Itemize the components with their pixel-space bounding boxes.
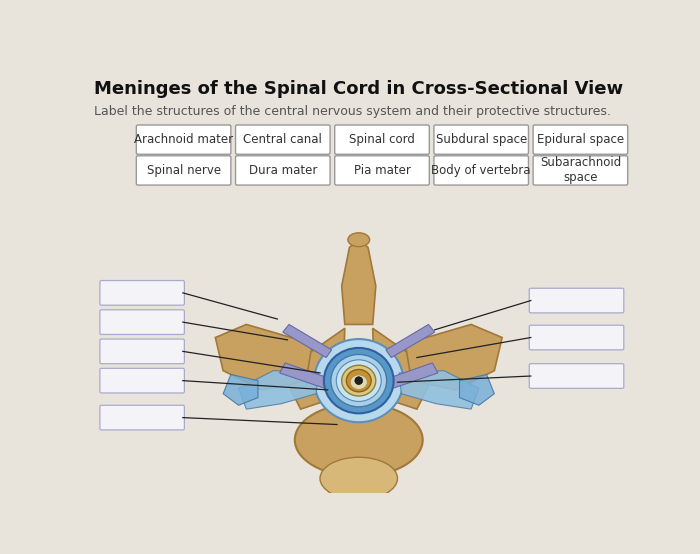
Ellipse shape — [314, 339, 403, 422]
FancyBboxPatch shape — [100, 310, 184, 335]
Polygon shape — [280, 363, 329, 388]
FancyBboxPatch shape — [529, 325, 624, 350]
FancyBboxPatch shape — [100, 368, 184, 393]
Polygon shape — [239, 371, 318, 409]
FancyBboxPatch shape — [235, 156, 330, 185]
Polygon shape — [372, 329, 428, 409]
Ellipse shape — [331, 355, 386, 407]
Text: Label the structures of the central nervous system and their protective structur: Label the structures of the central nerv… — [94, 105, 610, 118]
Ellipse shape — [342, 365, 376, 396]
Text: Body of vertebra: Body of vertebra — [431, 164, 531, 177]
Polygon shape — [283, 325, 332, 357]
Ellipse shape — [336, 360, 382, 402]
Text: Spinal cord: Spinal cord — [349, 133, 415, 146]
FancyBboxPatch shape — [335, 156, 429, 185]
FancyBboxPatch shape — [136, 125, 231, 154]
Polygon shape — [405, 325, 502, 390]
Text: Subdural space: Subdural space — [435, 133, 527, 146]
FancyBboxPatch shape — [136, 156, 231, 185]
Polygon shape — [342, 240, 376, 325]
Circle shape — [355, 377, 363, 384]
Polygon shape — [223, 375, 258, 406]
Ellipse shape — [348, 233, 370, 247]
FancyBboxPatch shape — [529, 363, 624, 388]
FancyBboxPatch shape — [335, 125, 429, 154]
Text: Dura mater: Dura mater — [248, 164, 317, 177]
Polygon shape — [389, 363, 438, 388]
FancyBboxPatch shape — [434, 156, 528, 185]
Polygon shape — [386, 325, 435, 357]
Polygon shape — [289, 329, 345, 409]
Ellipse shape — [350, 375, 368, 389]
Ellipse shape — [346, 370, 371, 392]
Ellipse shape — [320, 457, 398, 500]
FancyBboxPatch shape — [100, 339, 184, 363]
Polygon shape — [399, 371, 479, 409]
Text: Subarachnoid
space: Subarachnoid space — [540, 156, 621, 184]
Text: Pia mater: Pia mater — [354, 164, 410, 177]
Ellipse shape — [324, 348, 393, 413]
Ellipse shape — [295, 403, 423, 476]
FancyBboxPatch shape — [100, 280, 184, 305]
FancyBboxPatch shape — [533, 125, 628, 154]
FancyBboxPatch shape — [235, 125, 330, 154]
Text: Spinal nerve: Spinal nerve — [146, 164, 220, 177]
FancyBboxPatch shape — [529, 288, 624, 313]
Polygon shape — [459, 375, 494, 406]
Text: Arachnoid mater: Arachnoid mater — [134, 133, 233, 146]
Text: Meninges of the Spinal Cord in Cross-Sectional View: Meninges of the Spinal Cord in Cross-Sec… — [94, 80, 623, 99]
FancyBboxPatch shape — [533, 156, 628, 185]
Polygon shape — [216, 325, 312, 390]
FancyBboxPatch shape — [100, 406, 184, 430]
Text: Epidural space: Epidural space — [537, 133, 624, 146]
FancyBboxPatch shape — [434, 125, 528, 154]
Text: Central canal: Central canal — [244, 133, 322, 146]
